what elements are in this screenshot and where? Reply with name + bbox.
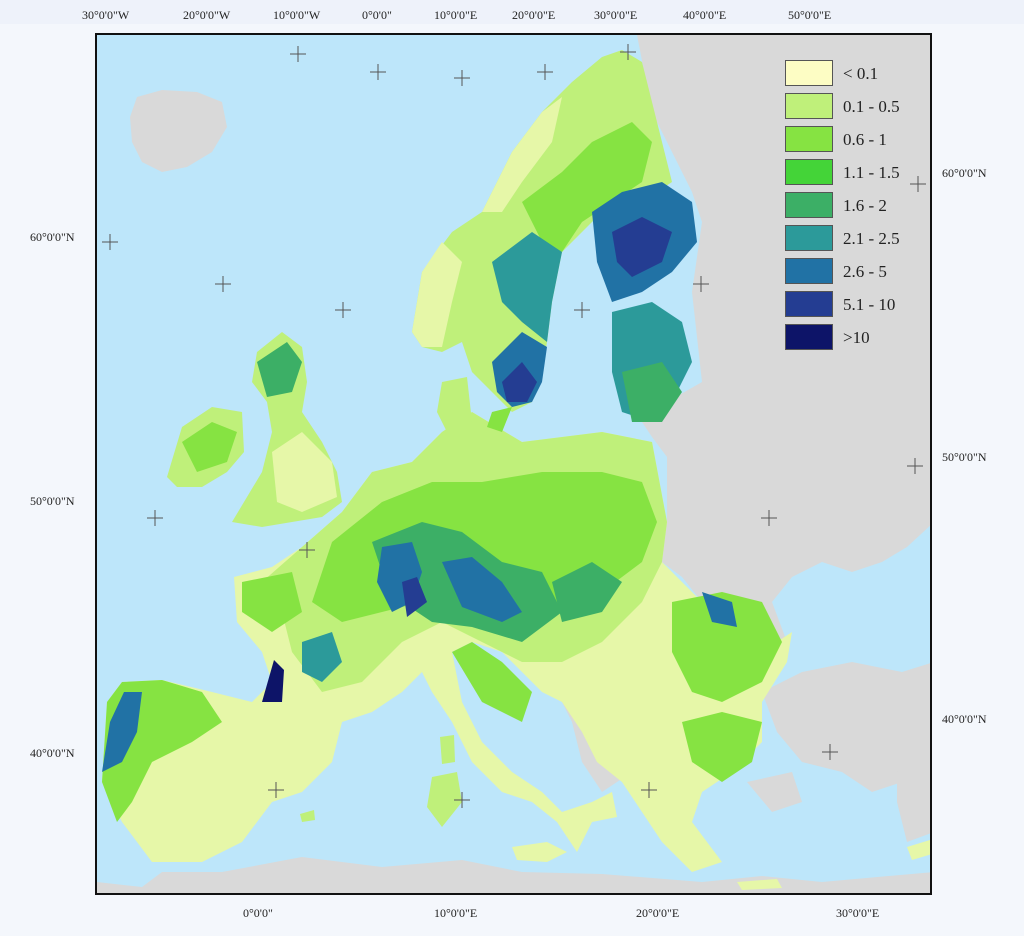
legend-swatch	[785, 159, 833, 185]
right-lat-label: 50°0'0"N	[942, 450, 987, 464]
top-lon-label: 30°0'0"W	[82, 8, 130, 22]
legend-swatch	[785, 258, 833, 284]
left-lat-label: 40°0'0"N	[30, 746, 75, 760]
legend-item: 5.1 - 10	[785, 291, 925, 319]
right-lat-label: 40°0'0"N	[942, 712, 987, 726]
top-lon-label: 10°0'0"W	[273, 8, 321, 22]
top-lon-label: 0°0'0"	[362, 8, 392, 22]
legend-item: < 0.1	[785, 60, 925, 88]
top-lon-label: 20°0'0"W	[183, 8, 231, 22]
legend-item: 1.6 - 2	[785, 192, 925, 220]
top-band	[0, 0, 1024, 24]
legend-label: 5.1 - 10	[843, 295, 896, 314]
scandinavia	[412, 50, 697, 442]
legend-swatch	[785, 60, 833, 86]
legend-swatch	[785, 93, 833, 119]
legend-label: 2.1 - 2.5	[843, 229, 900, 248]
legend-label: 1.1 - 1.5	[843, 163, 900, 182]
legend-label: 1.6 - 2	[843, 196, 887, 215]
top-lon-label: 40°0'0"E	[683, 8, 727, 22]
legend-item: 1.1 - 1.5	[785, 159, 925, 187]
graticule-crosses	[102, 44, 926, 808]
legend-label: 2.6 - 5	[843, 262, 887, 281]
legend-swatch	[785, 291, 833, 317]
bottom-lon-label: 0°0'0"	[243, 906, 273, 920]
top-lon-label: 20°0'0"E	[512, 8, 556, 22]
land-data	[102, 412, 792, 872]
legend-item: >10	[785, 324, 925, 352]
legend-label: 0.1 - 0.5	[843, 97, 900, 116]
left-lat-label: 60°0'0"N	[30, 230, 75, 244]
top-lon-label: 10°0'0"E	[434, 8, 478, 22]
bottom-lon-label: 10°0'0"E	[434, 906, 478, 920]
legend-swatch	[785, 324, 833, 350]
map-frame: < 0.1 0.1 - 0.5 0.6 - 1 1.1 - 1.5 1.6 - 2 2.1…	[95, 33, 932, 895]
legend-swatch	[785, 225, 833, 251]
bottom-lon-label: 20°0'0"E	[636, 906, 680, 920]
legend-item: 0.6 - 1	[785, 126, 925, 154]
legend-label: < 0.1	[843, 64, 879, 83]
legend-label: >10	[843, 328, 870, 347]
legend-label: 0.6 - 1	[843, 130, 887, 149]
legend-item: 0.1 - 0.5	[785, 93, 925, 121]
legend-item: 2.6 - 5	[785, 258, 925, 286]
left-lat-label: 50°0'0"N	[30, 494, 75, 508]
british-isles	[167, 332, 342, 527]
legend-swatch	[785, 192, 833, 218]
legend-swatch	[785, 126, 833, 152]
islands	[300, 735, 930, 890]
top-lon-label: 50°0'0"E	[788, 8, 832, 22]
top-lon-label: 30°0'0"E	[594, 8, 638, 22]
bottom-lon-label: 30°0'0"E	[836, 906, 880, 920]
right-lat-label: 60°0'0"N	[942, 166, 987, 180]
legend-item: 2.1 - 2.5	[785, 225, 925, 253]
